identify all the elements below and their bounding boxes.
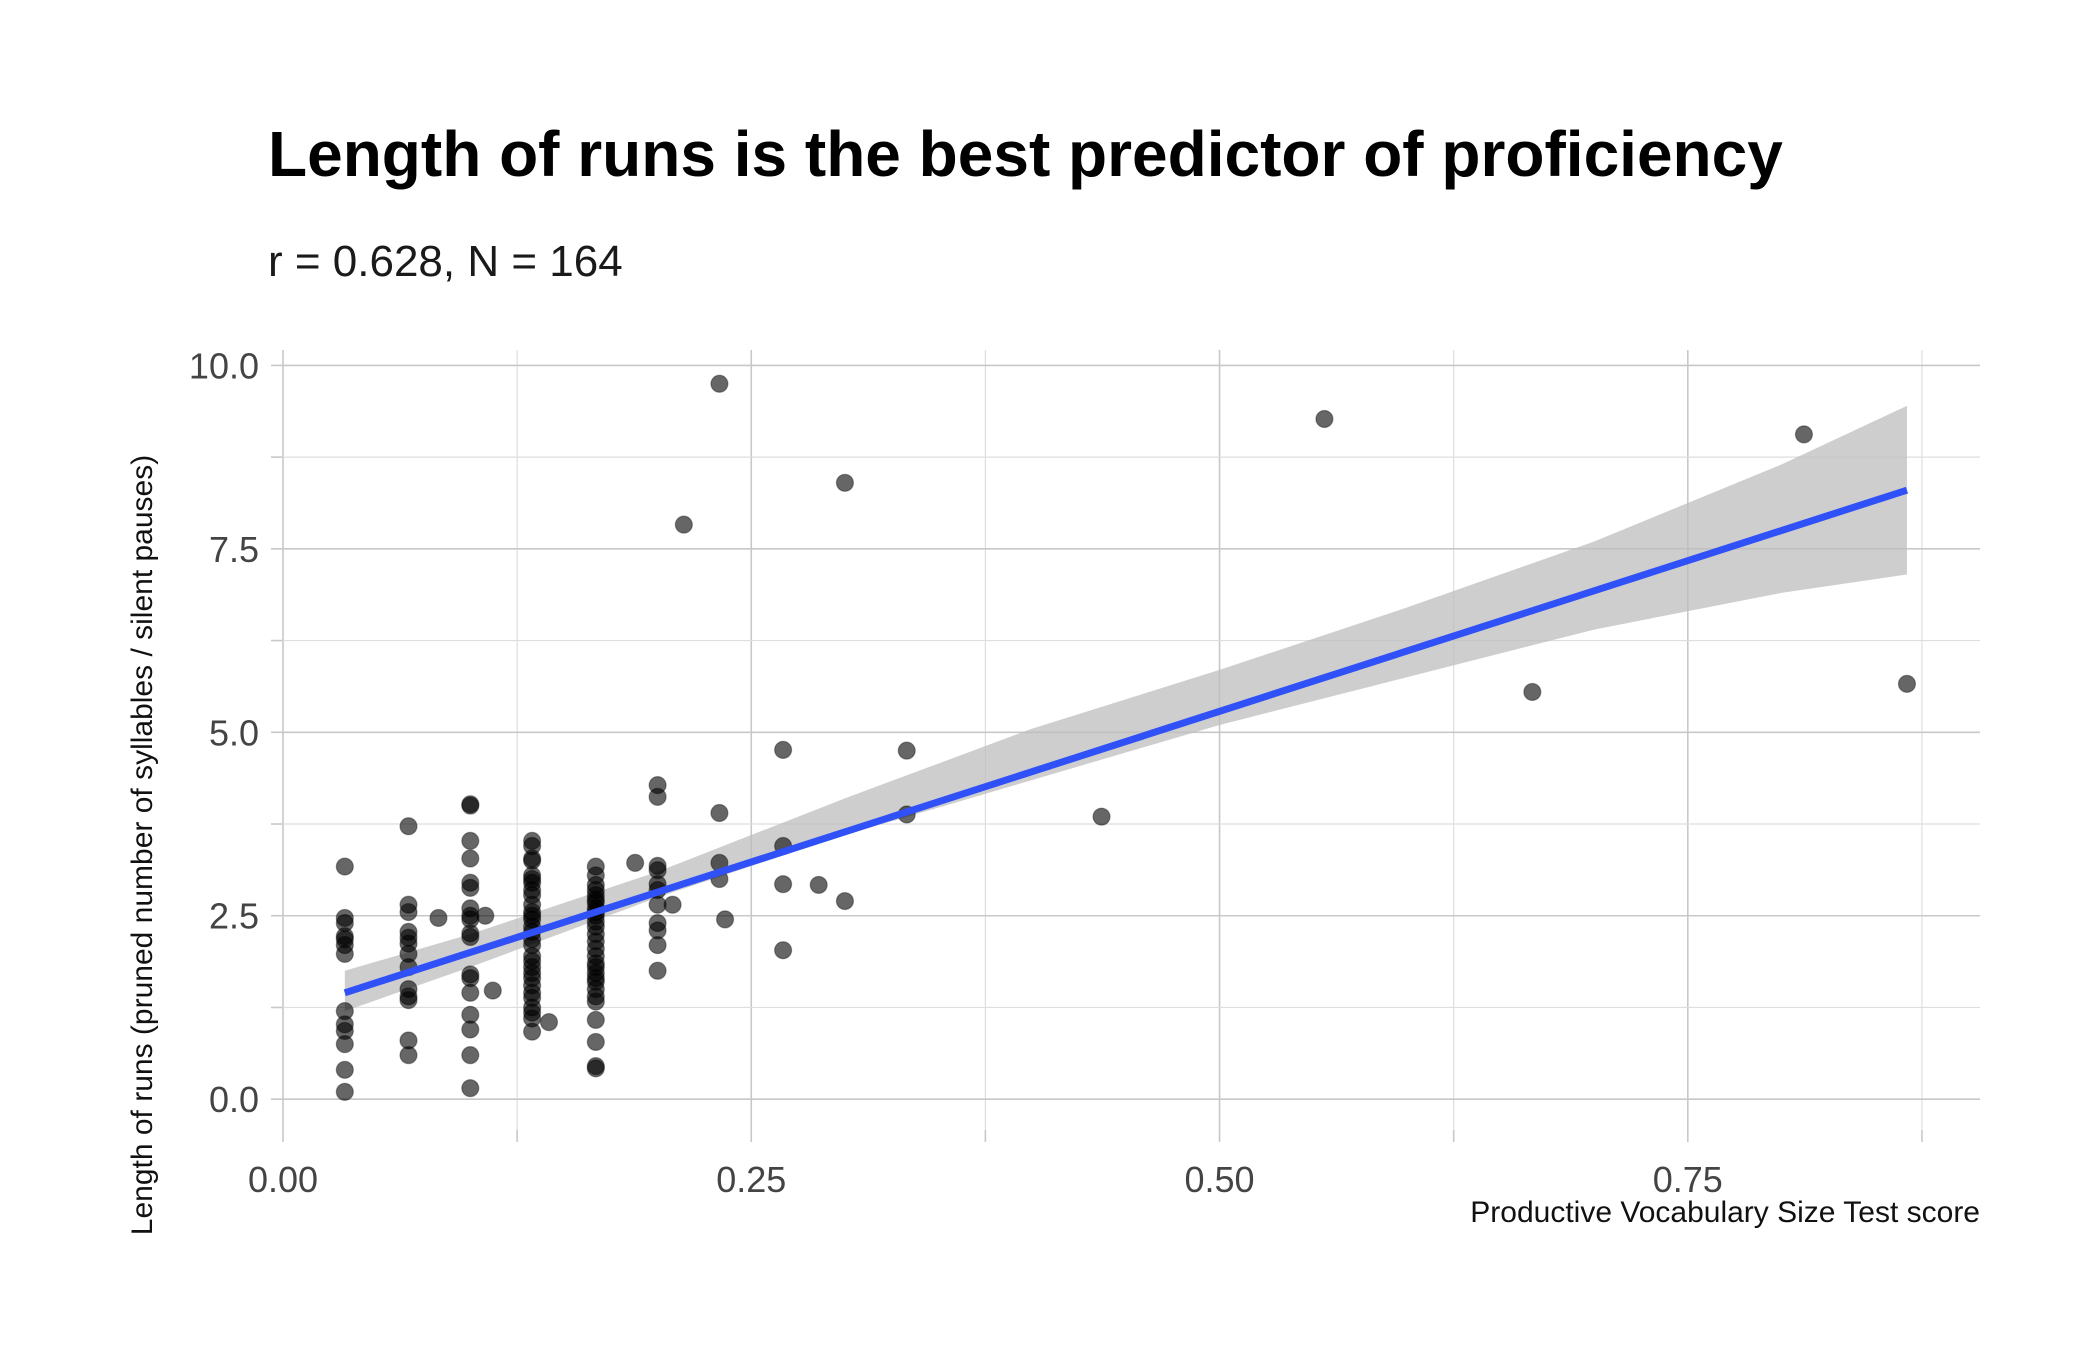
data-point [335, 857, 354, 876]
fit-line [343, 486, 1909, 997]
data-point [809, 875, 828, 895]
data-point [399, 1046, 418, 1065]
data-point [483, 981, 502, 1000]
data-point [399, 991, 418, 1010]
data-point [774, 875, 793, 894]
data-point [586, 1059, 605, 1078]
y-tick-label: 0.0 [209, 1079, 259, 1120]
data-point [648, 935, 667, 955]
data-point [626, 853, 645, 873]
data-point [835, 473, 855, 492]
data-point [461, 1079, 480, 1098]
data-point [1092, 807, 1111, 826]
data-point [335, 1035, 354, 1054]
regression-line [343, 486, 1909, 997]
data-point [461, 796, 480, 815]
data-point [461, 878, 480, 897]
data-point [399, 902, 418, 922]
chart-subtitle: r = 0.628, N = 164 [268, 237, 623, 286]
data-point [648, 961, 667, 980]
data-point [715, 910, 735, 929]
confidence-band-area [344, 405, 1907, 1012]
y-axis-ticks: 0.0 2.5 5.0 7.5 10.0 [189, 345, 283, 1120]
data-point [663, 895, 682, 914]
data-point [897, 741, 916, 760]
data-point [648, 787, 667, 806]
data-point [1315, 409, 1334, 429]
data-point [335, 1082, 354, 1101]
data-point [586, 1032, 605, 1052]
data-point [586, 1010, 605, 1030]
data-point [774, 941, 793, 960]
data-point [476, 906, 495, 925]
y-tick-label: 2.5 [209, 896, 259, 937]
x-axis-title: Productive Vocabulary Size Test score [1470, 1196, 1980, 1229]
y-tick-label: 10.0 [189, 345, 259, 386]
y-tick-label: 7.5 [209, 529, 259, 570]
data-point [710, 803, 729, 823]
data-point [835, 891, 855, 911]
x-tick-label: 0.75 [1653, 1159, 1723, 1200]
data-point [586, 992, 605, 1011]
data-point [461, 831, 480, 850]
data-point [461, 849, 480, 868]
y-tick-label: 5.0 [209, 712, 259, 753]
confidence-band [344, 405, 1907, 1012]
data-point [335, 1060, 354, 1079]
data-point [1897, 674, 1917, 693]
data-point [1794, 425, 1814, 444]
data-point [774, 740, 793, 760]
x-tick-label: 0.00 [248, 1159, 318, 1200]
data-point [461, 1046, 480, 1065]
data-point [461, 983, 480, 1002]
chart-title: Length of runs is the best predictor of … [268, 118, 1783, 190]
x-axis-ticks: 0.00 0.25 0.50 0.75 [248, 1130, 1923, 1200]
data-point [461, 927, 480, 947]
data-point [674, 515, 693, 534]
x-tick-label: 0.50 [1184, 1159, 1254, 1200]
data-point [335, 944, 354, 963]
data-point [429, 908, 448, 928]
data-point [523, 1022, 542, 1041]
data-point [539, 1013, 559, 1032]
data-point [461, 1020, 480, 1039]
data-point [1523, 682, 1542, 702]
data-point [399, 817, 418, 836]
x-tick-label: 0.25 [716, 1159, 786, 1200]
data-point [710, 374, 729, 393]
y-axis-title: Length of runs (pruned number of syllabl… [126, 455, 159, 1235]
